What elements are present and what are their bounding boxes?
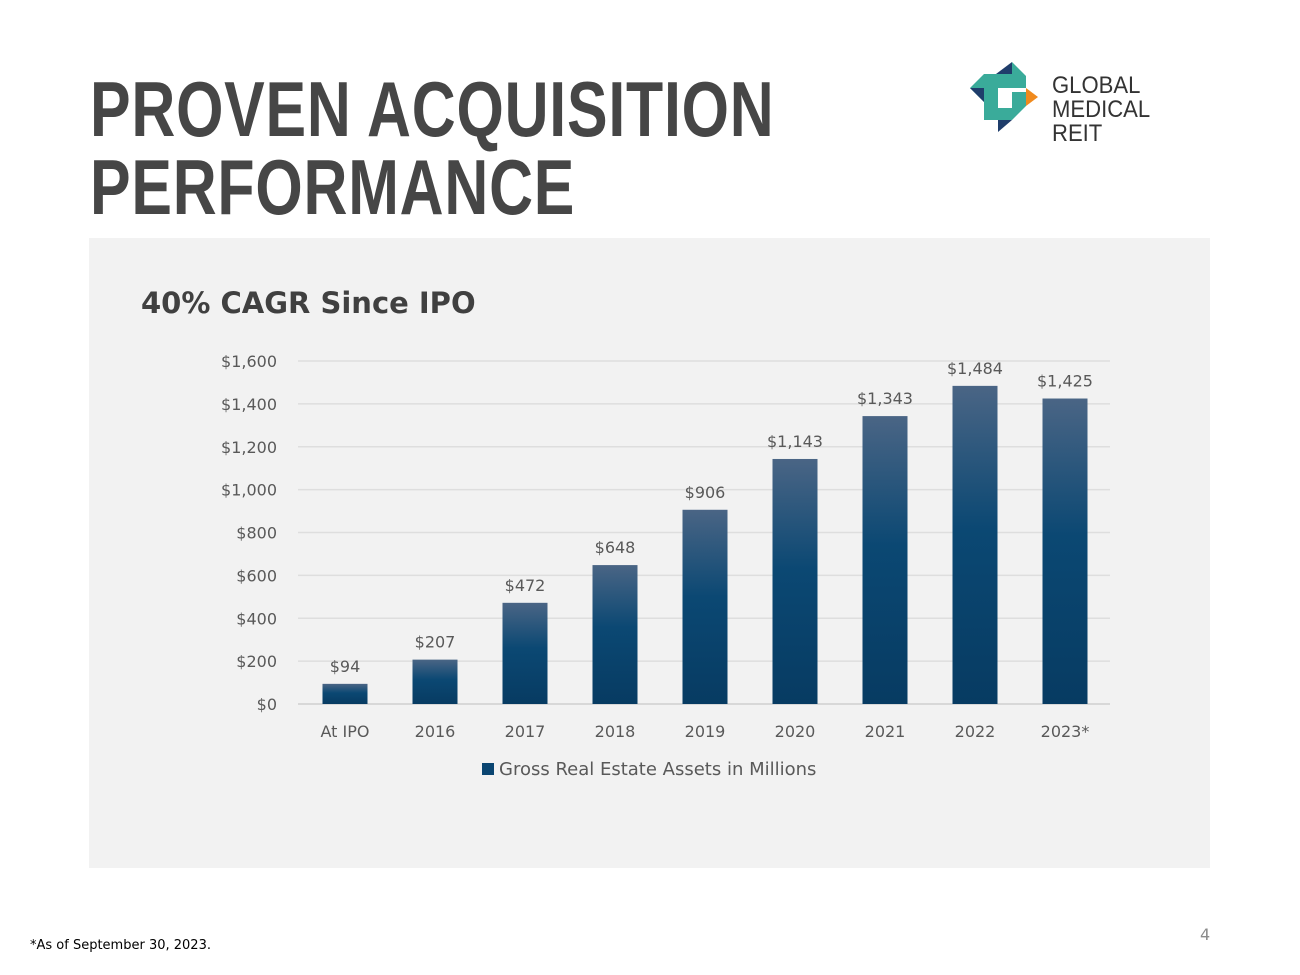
bar — [682, 509, 728, 704]
logo-text: GLOBAL MEDICAL REIT — [1052, 74, 1205, 146]
x-tick-label: 2022 — [955, 722, 996, 741]
data-label: $94 — [330, 657, 361, 676]
y-tick-label: $800 — [236, 524, 277, 543]
x-tick-label: 2020 — [775, 722, 816, 741]
data-label: $472 — [505, 576, 546, 595]
bar — [592, 565, 638, 704]
y-tick-label: $600 — [236, 566, 277, 585]
bar — [502, 602, 548, 704]
legend-label: Gross Real Estate Assets in Millions — [499, 759, 816, 780]
y-tick-label: $0 — [257, 695, 277, 714]
footnote: *As of September 30, 2023. — [30, 938, 211, 953]
data-label: $1,484 — [947, 359, 1003, 378]
title-line-1: PROVEN ACQUISITION — [90, 65, 775, 153]
title-line-2: PERFORMANCE — [90, 143, 576, 231]
x-tick-label: 2019 — [685, 722, 726, 741]
x-tick-label: 2021 — [865, 722, 906, 741]
page-title: PROVEN ACQUISITION PERFORMANCE — [90, 70, 774, 226]
y-tick-label: $1,600 — [221, 352, 277, 371]
logo-line-2: MEDICAL REIT — [1052, 96, 1150, 147]
y-tick-label: $1,000 — [221, 481, 277, 500]
data-label: $1,343 — [857, 389, 913, 408]
bar — [862, 416, 908, 704]
bar — [322, 683, 368, 704]
chart-title: 40% CAGR Since IPO — [141, 286, 476, 320]
data-label: $648 — [595, 538, 636, 557]
y-tick-label: $1,400 — [221, 395, 277, 414]
bar — [772, 458, 818, 704]
data-label: $207 — [415, 633, 456, 652]
logo-line-1: GLOBAL — [1052, 72, 1141, 99]
data-label: $906 — [685, 483, 726, 502]
chart-panel — [89, 238, 1210, 868]
logo-cross-icon — [970, 62, 1038, 132]
data-label: $1,425 — [1037, 372, 1093, 391]
x-tick-label: At IPO — [321, 722, 370, 741]
data-label: $1,143 — [767, 432, 823, 451]
bar — [952, 385, 998, 704]
legend-swatch — [482, 763, 494, 775]
y-tick-label: $200 — [236, 652, 277, 671]
x-tick-label: 2023* — [1041, 722, 1090, 741]
page-number: 4 — [1200, 925, 1211, 944]
company-logo: GLOBAL MEDICAL REIT — [968, 60, 1218, 146]
y-tick-label: $400 — [236, 609, 277, 628]
bar — [412, 659, 458, 704]
y-tick-label: $1,200 — [221, 438, 277, 457]
bar — [1042, 398, 1088, 704]
x-tick-label: 2017 — [505, 722, 546, 741]
x-tick-label: 2016 — [415, 722, 456, 741]
x-tick-label: 2018 — [595, 722, 636, 741]
